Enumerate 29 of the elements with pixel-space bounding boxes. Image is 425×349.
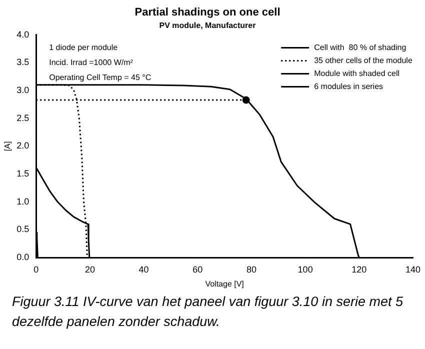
x-tick-label: 60 (192, 264, 203, 274)
y-axis-title: [A] (3, 141, 12, 152)
x-tick-label: 40 (138, 264, 149, 274)
x-tick-label: 100 (298, 264, 313, 274)
x-axis-title: Voltage [V] (205, 279, 244, 288)
y-tick-label: 1.0 (16, 196, 30, 206)
y-tick-label: 2.0 (16, 140, 30, 151)
annotation: 1 diode per module (49, 43, 118, 52)
y-tick-label: 3.0 (16, 84, 30, 95)
annotation: Incid. Irrad =1000 W/m² (49, 58, 134, 68)
legend-label: Module with shaded cell (314, 69, 400, 78)
y-tick-label: 4.0 (16, 29, 30, 40)
chart-title: Partial shadings on one cell (134, 6, 280, 19)
y-tick-label: 2.5 (16, 112, 30, 123)
x-tick-label: 120 (352, 264, 367, 274)
chart-subtitle: PV module, Manufacturer (159, 21, 256, 30)
annotation: Operating Cell Temp = 45 °C (49, 73, 152, 82)
x-tick-label: 80 (246, 264, 256, 274)
y-tick-label: 3.5 (16, 57, 30, 68)
legend-label: 35 other cells of the module (314, 56, 413, 66)
x-tick-label: 140 (405, 264, 421, 274)
y-tick-label: 0.5 (16, 224, 30, 234)
x-tick-label: 20 (84, 264, 95, 274)
text: Figuur 3.11 IV-curve van het paneel van figuur 3.10 in serie met 5 dezelfde panelen zonder schaduw. (12, 293, 404, 331)
x-tick-label: 0 (34, 264, 39, 274)
legend-label: Cell with 80 % of shading (314, 43, 406, 52)
y-tick-label: 0.0 (16, 252, 30, 262)
y-tick-label: 1.5 (16, 168, 30, 179)
legend-label: 6 modules in series (314, 82, 384, 92)
